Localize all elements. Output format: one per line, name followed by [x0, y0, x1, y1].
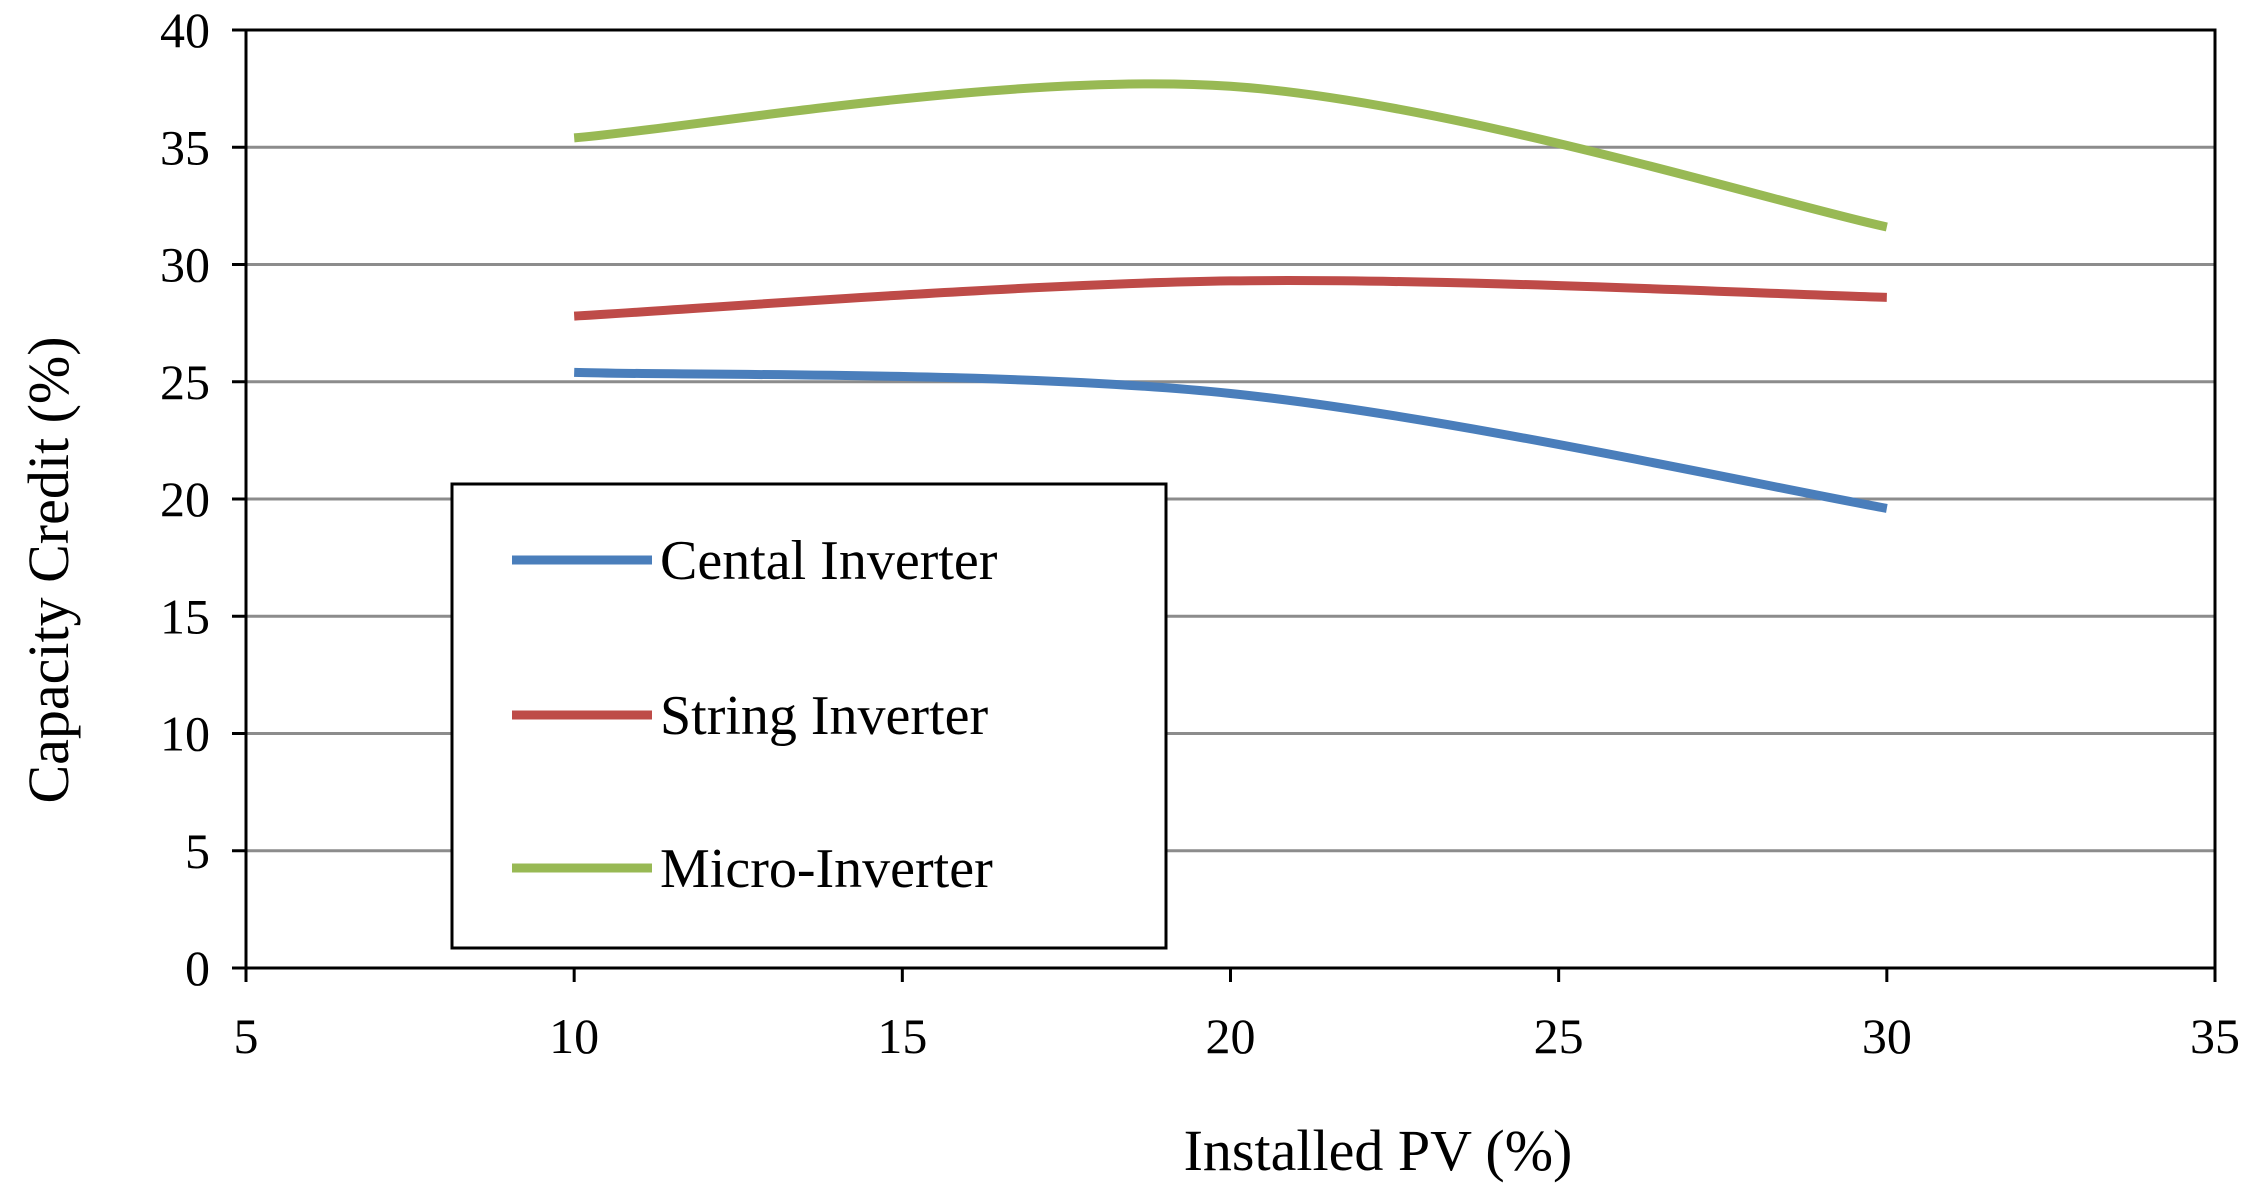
- x-axis-title: Installed PV (%): [1184, 1118, 1573, 1183]
- x-tick-label: 35: [2190, 1008, 2240, 1064]
- y-tick-label: 5: [185, 823, 210, 879]
- x-tick-label: 5: [234, 1008, 259, 1064]
- legend: Cental Inverter String Inverter Micro-Inve…: [450, 482, 1168, 950]
- y-tick-label: 40: [160, 2, 210, 58]
- legend-label: String Inverter: [660, 685, 988, 747]
- series-lines: [573, 79, 1888, 513]
- x-tick-label: 30: [1862, 1008, 1912, 1064]
- x-tick-label: 25: [1534, 1008, 1584, 1064]
- x-tick-label: 20: [1206, 1008, 1256, 1064]
- y-tick-label: 30: [160, 237, 210, 293]
- legend-label: Micro-Inverter: [660, 838, 993, 900]
- legend-label: Cental Inverter: [660, 530, 998, 592]
- y-axis-title: Capacity Credit (%): [16, 336, 81, 803]
- y-tick-label: 0: [185, 940, 210, 996]
- y-tick-label: 35: [160, 119, 210, 175]
- y-tick-label: 25: [160, 354, 210, 410]
- series-line-micro-inverter: [573, 79, 1888, 232]
- series-line-cental-inverter: [574, 367, 1888, 513]
- y-tick-label: 20: [160, 471, 210, 527]
- y-tick-label: 15: [160, 588, 210, 644]
- series-line-string-inverter: [573, 276, 1887, 321]
- x-tick-label: 10: [549, 1008, 599, 1064]
- x-tick-label: 15: [877, 1008, 927, 1064]
- y-tick-label: 10: [160, 706, 210, 762]
